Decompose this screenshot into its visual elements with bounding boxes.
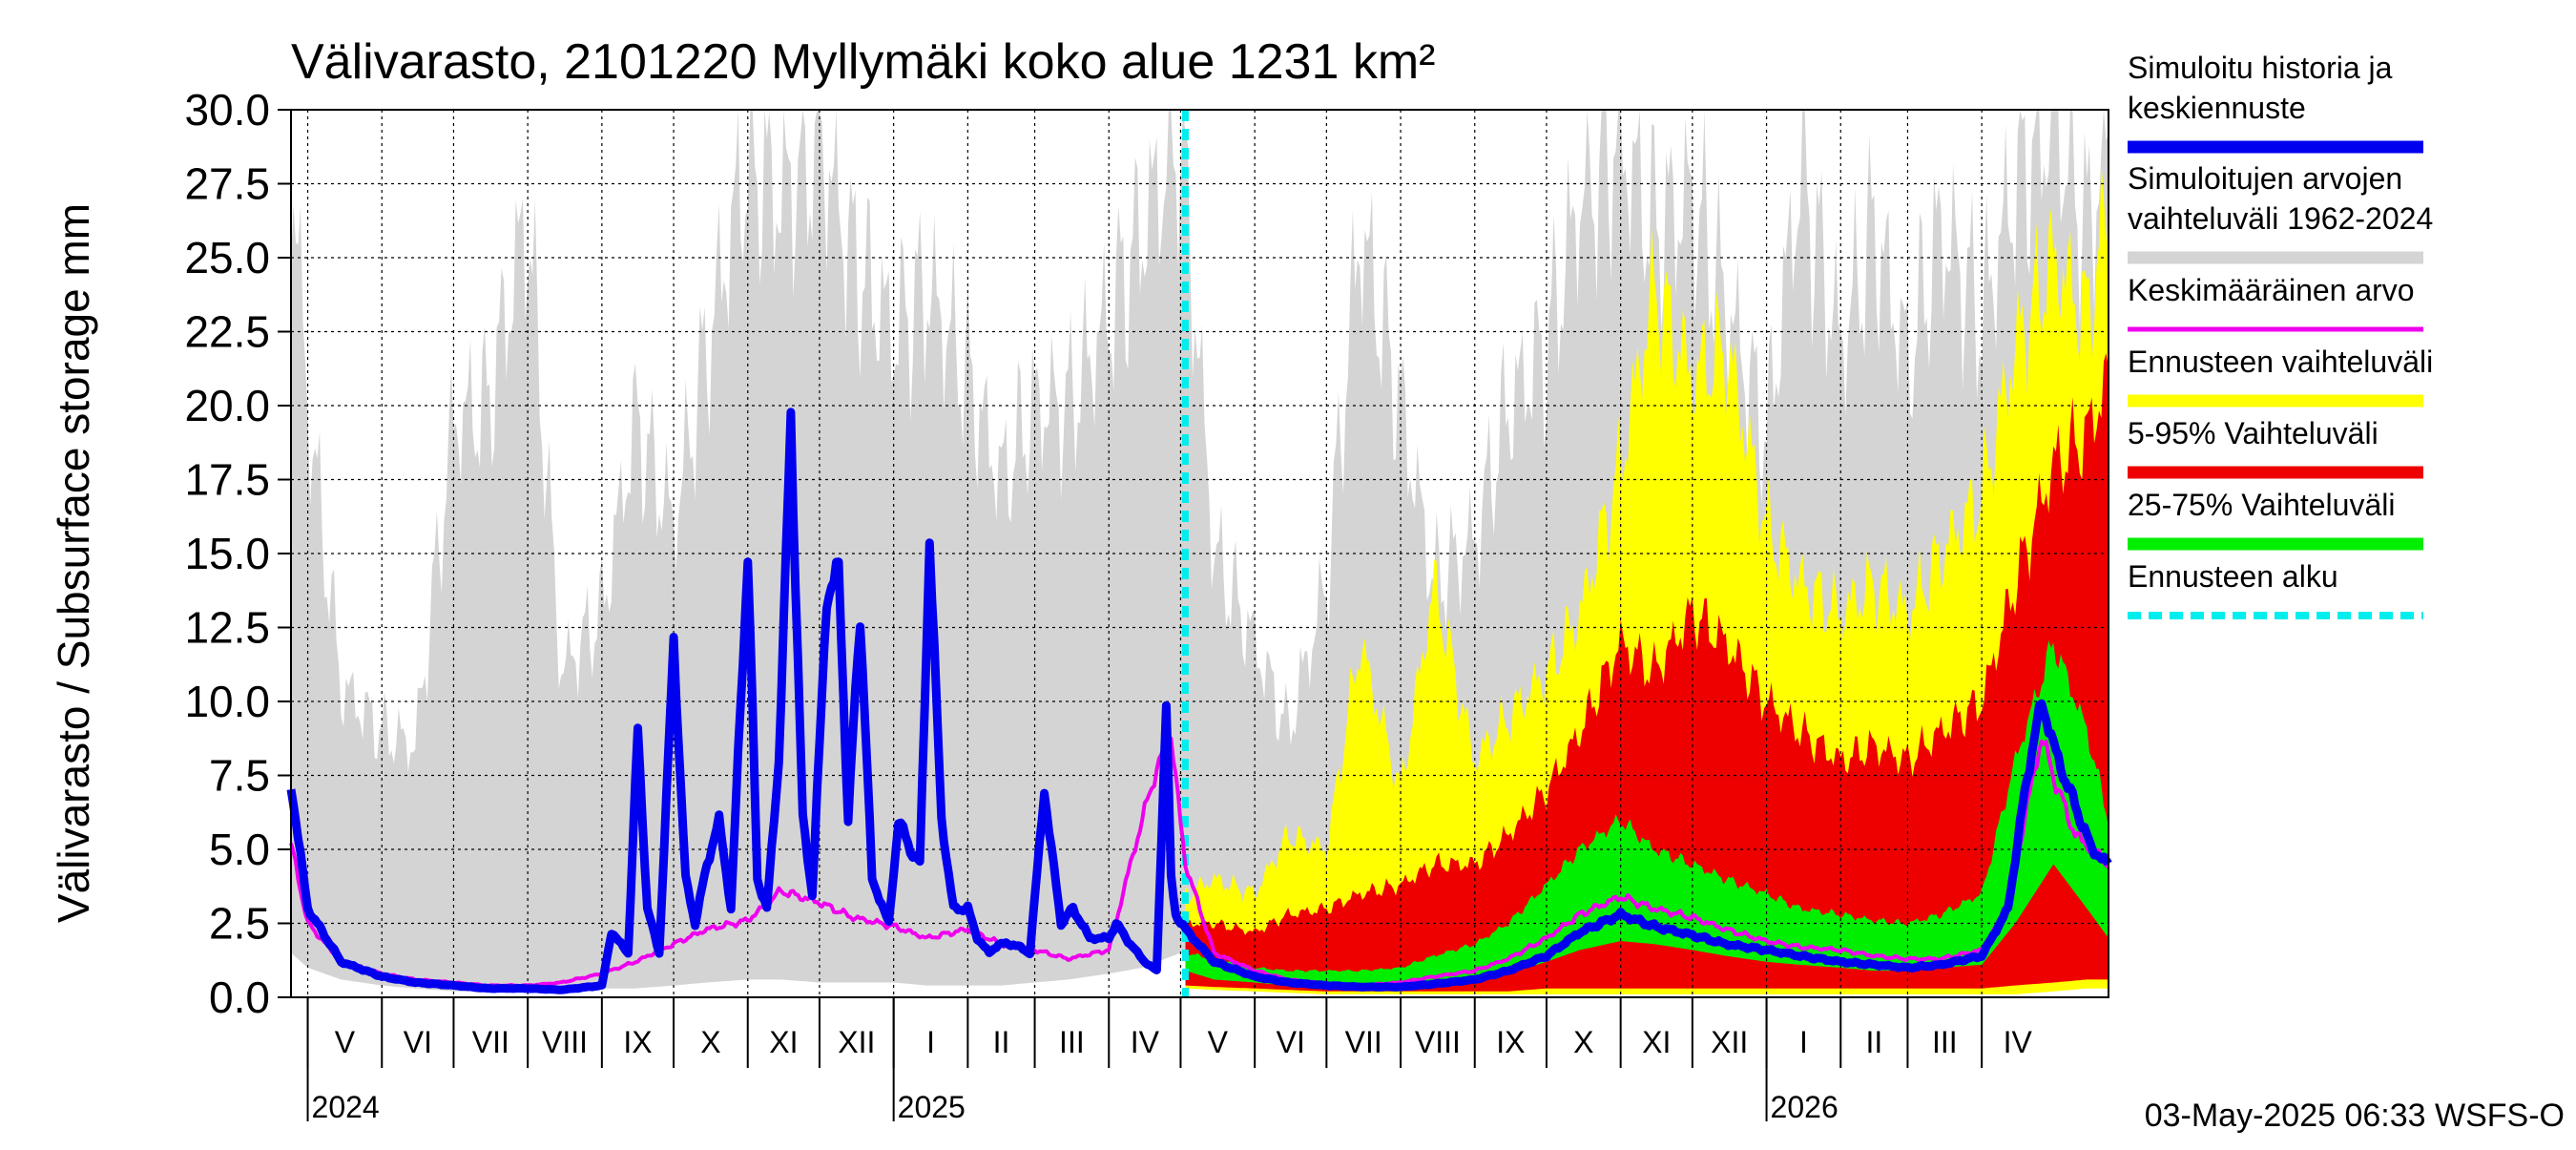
legend-label: Ennusteen vaihteluväli	[2128, 345, 2433, 379]
y-tick-label: 25.0	[184, 233, 270, 282]
x-month-label: X	[700, 1025, 720, 1059]
x-month-label: XI	[1642, 1025, 1671, 1059]
x-month-label: II	[1865, 1025, 1882, 1059]
band-25-75	[1185, 639, 2109, 988]
y-tick-label: 5.0	[209, 825, 270, 874]
x-month-label: VIII	[1415, 1025, 1461, 1059]
y-tick-label: 15.0	[184, 529, 270, 578]
chart-title: Välivarasto, 2101220 Myllymäki koko alue…	[291, 34, 1435, 90]
y-axis: 0.0 2.5 5.0 7.5 10.0 12.5 15.0 17.5 20.0 22.5 25.0…	[184, 85, 291, 1022]
band-5-95	[1185, 353, 2109, 992]
legend-label: vaihteluväli 1962-2024	[2128, 201, 2433, 236]
y-tick-label: 17.5	[184, 455, 270, 505]
y-tick-label: 10.0	[184, 677, 270, 726]
x-year-label: 2025	[898, 1090, 966, 1124]
legend-label: Simuloitujen arvojen	[2128, 161, 2402, 196]
x-month-label: IX	[623, 1025, 652, 1059]
legend-label: 5-95% Vaihteluväli	[2128, 416, 2379, 450]
x-month-label: V	[335, 1025, 356, 1059]
legend-label: Keskimääräinen arvo	[2128, 273, 2415, 307]
x-month-label: VI	[404, 1025, 432, 1059]
legend: Simuloitu historia ja keskiennuste Simuloi…	[2128, 51, 2433, 619]
y-tick-label: 0.0	[209, 972, 270, 1022]
x-month-label: XII	[838, 1025, 875, 1059]
x-month-label: IV	[1131, 1025, 1160, 1059]
y-tick-label: 7.5	[209, 751, 270, 801]
x-month-label: III	[1932, 1025, 1958, 1059]
x-month-label: III	[1059, 1025, 1085, 1059]
y-tick-label: 20.0	[184, 381, 270, 430]
grid-layer	[291, 110, 2109, 997]
y-tick-label: 30.0	[184, 85, 270, 135]
x-year-label: 2026	[1771, 1090, 1839, 1124]
x-month-label: I	[1799, 1025, 1808, 1059]
legend-label: Simuloitu historia ja	[2128, 51, 2393, 85]
x-month-label: X	[1573, 1025, 1593, 1059]
y-tick-label: 27.5	[184, 159, 270, 209]
mean-line	[289, 736, 2110, 989]
series-layer	[291, 110, 2109, 994]
history-line	[286, 408, 2112, 994]
x-month-label: XI	[769, 1025, 798, 1059]
legend-label: Ennusteen alku	[2128, 559, 2338, 594]
x-month-label: II	[993, 1025, 1010, 1059]
x-month-label: VIII	[542, 1025, 588, 1059]
legend-label: 25-75% Vaihteluväli	[2128, 488, 2395, 522]
y-tick-label: 12.5	[184, 603, 270, 653]
y-tick-label: 2.5	[209, 899, 270, 949]
x-month-label: VII	[472, 1025, 509, 1059]
y-axis-label: Välivarasto / Subsurface storage mm	[49, 203, 98, 923]
x-month-label: IX	[1496, 1025, 1525, 1059]
line-layer	[286, 110, 2112, 997]
footer-timestamp: 03-May-2025 06:33 WSFS-O	[2145, 1098, 2565, 1134]
x-month-label: V	[1208, 1025, 1229, 1059]
x-month-label: I	[926, 1025, 935, 1059]
y-tick-label: 22.5	[184, 307, 270, 357]
x-month-label: IV	[2004, 1025, 2033, 1059]
x-month-label: VII	[1345, 1025, 1382, 1059]
x-month-label: VI	[1277, 1025, 1305, 1059]
legend-label: keskiennuste	[2128, 91, 2306, 125]
x-month-label: XII	[1711, 1025, 1748, 1059]
x-year-label: 2024	[312, 1090, 380, 1124]
x-axis: V VI VII VIII IX X XI XII I II III IV V VI VII VIII IX X X…	[306, 997, 2033, 1124]
